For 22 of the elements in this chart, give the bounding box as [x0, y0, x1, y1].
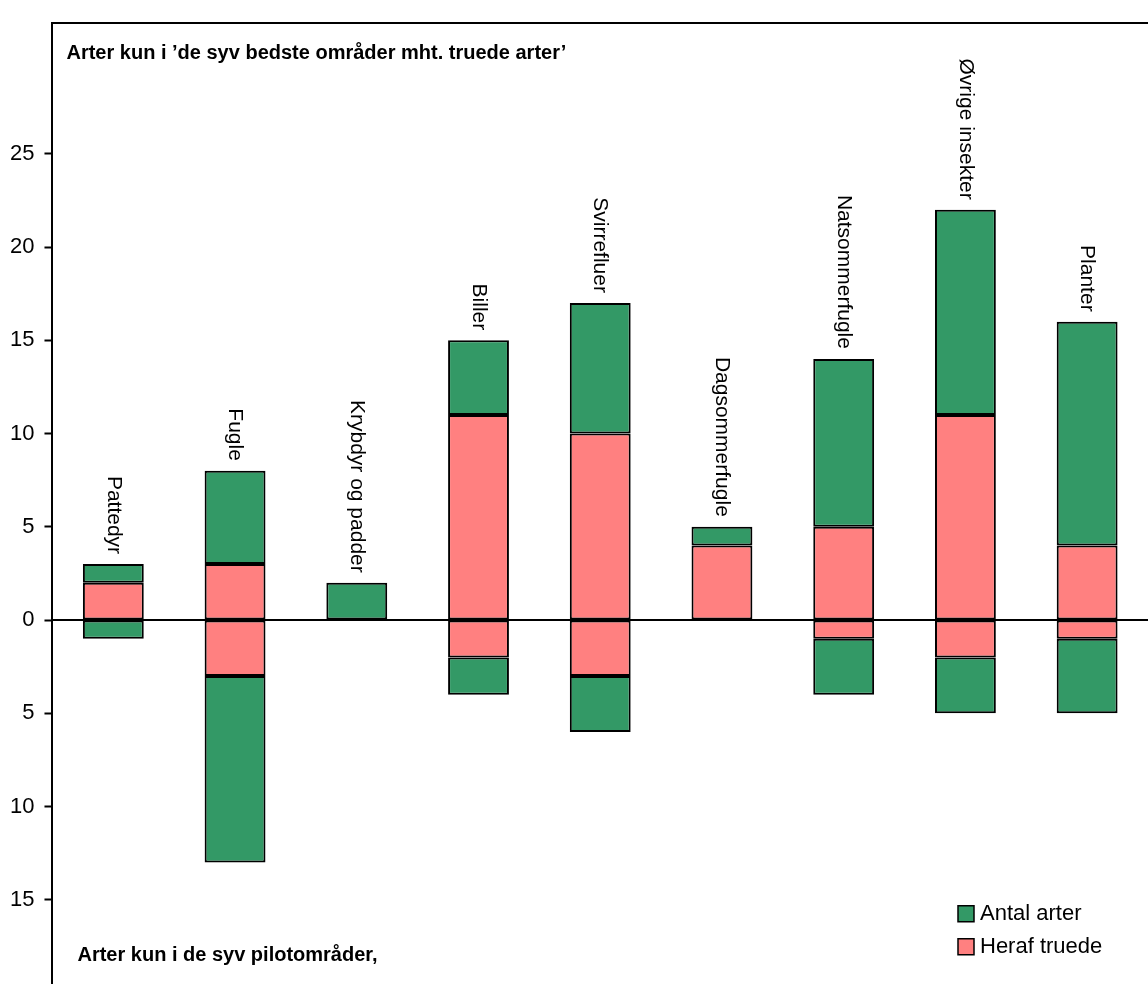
y-tick-label: 5 [22, 699, 35, 725]
x-tick-label: Øvrige insekter [955, 58, 979, 200]
x-tick-label: Dagsommerfugle [712, 356, 736, 517]
y-tick-label: 10 [9, 419, 35, 445]
y-tick-label: 0 [22, 606, 35, 632]
y-tick-label: 20 [9, 233, 35, 259]
y-tick-label: 5 [22, 512, 35, 538]
y-tick-label: 25 [9, 139, 35, 165]
y-tick-label: 15 [9, 326, 35, 352]
x-tick-label: Fugle [225, 408, 249, 461]
x-tick-label: Planter [1077, 245, 1101, 312]
x-tick-label: Natsommerfugle [833, 194, 857, 349]
x-tick-label: Krybdyr og padder [346, 399, 370, 573]
y-tick-label: 15 [9, 885, 35, 911]
y-tick-label: 10 [9, 792, 35, 818]
annotation: Arter kun i de syv pilotområder, [77, 943, 378, 966]
x-tick-label: Pattedyr [103, 475, 127, 555]
legend-label: Antal arter [980, 899, 1082, 925]
legend-label: Heraf truede [980, 932, 1103, 958]
x-tick-label: Biller [468, 283, 492, 331]
text: Arter kun i ’de syv bedste områder mht. truede arter’ [66, 40, 567, 63]
x-tick-label: Svirrefluer [590, 197, 614, 293]
